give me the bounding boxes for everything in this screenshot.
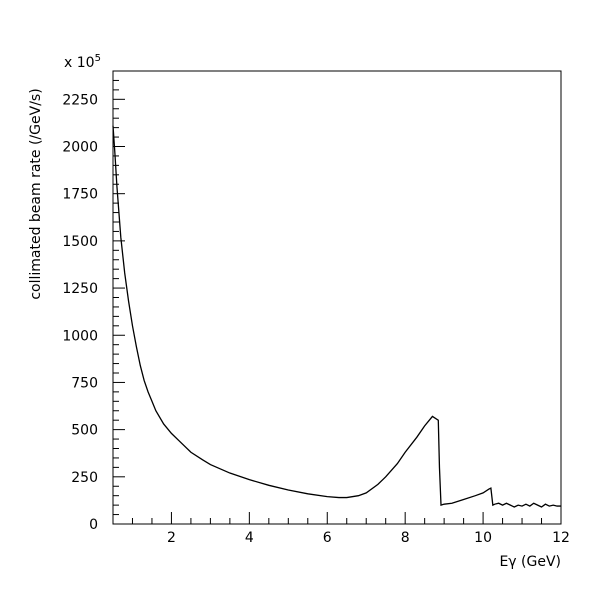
y-tick-label: 250 [71,470,98,486]
y-tick-label: 750 [71,375,98,391]
y-axis-multiplier: x 105 [64,53,101,71]
series-line [112,125,561,508]
y-axis-multiplier-exponent: 5 [95,53,101,64]
y-axis-label: collimated beam rate (/GeV/s) [28,88,44,299]
axis-tick-labels: 2 4 6 8 10 12 0 250 500 750 1000 1250 1500 1750 2000 22… [62,92,570,546]
y-tick-label: 1250 [62,281,98,297]
x-tick-label: 6 [323,530,332,546]
x-tick-label: 12 [552,530,570,546]
x-axis-label: Eγ (GeV) [499,554,561,570]
y-tick-label: 1000 [62,328,98,344]
y-tick-label: 500 [71,423,98,439]
y-tick-label: 1750 [62,187,98,203]
x-tick-label: 8 [401,530,410,546]
y-tick-label: 2000 [62,140,98,156]
y-tick-label: 1500 [62,234,98,250]
x-tick-label: 10 [474,530,492,546]
y-tick-label: 2250 [62,92,98,108]
y-tick-label: 0 [89,517,98,533]
x-tick-label: 2 [167,530,176,546]
x-tick-label: 4 [245,530,254,546]
